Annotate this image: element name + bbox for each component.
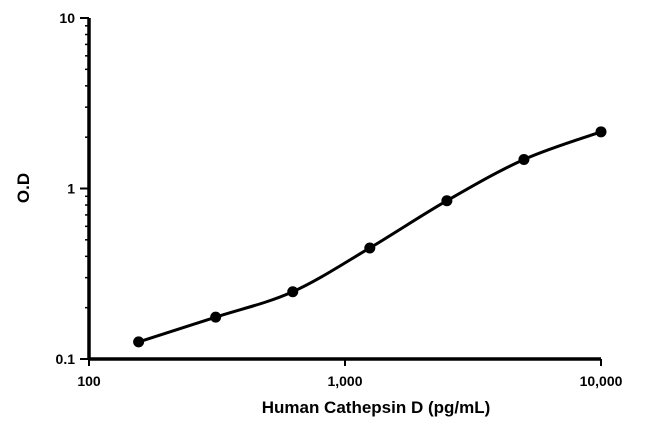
data-point xyxy=(364,242,376,254)
data-point xyxy=(133,336,145,348)
y-tick-label: 10 xyxy=(59,10,75,26)
data-point xyxy=(518,153,530,165)
y-tick-label: 0.1 xyxy=(56,351,76,367)
data-point xyxy=(210,311,222,323)
y-tick-labels: 0.1 1 10 xyxy=(56,10,76,367)
plot-area xyxy=(80,17,607,366)
major-tick-marks xyxy=(80,17,602,366)
data-series-line xyxy=(138,130,602,344)
data-point xyxy=(287,286,299,298)
data-point xyxy=(441,195,453,207)
x-tick-label: 1,000 xyxy=(327,373,362,389)
data-point xyxy=(595,126,607,138)
y-tick-label: 1 xyxy=(67,181,75,197)
x-tick-labels: 100 1,000 10,000 xyxy=(77,373,622,389)
x-tick-label: 100 xyxy=(77,373,101,389)
x-axis-title: Human Cathepsin D (pg/mL) xyxy=(262,398,491,417)
data-points xyxy=(133,126,607,348)
y-axis-title: O.D xyxy=(14,173,33,203)
x-tick-label: 10,000 xyxy=(580,373,623,389)
